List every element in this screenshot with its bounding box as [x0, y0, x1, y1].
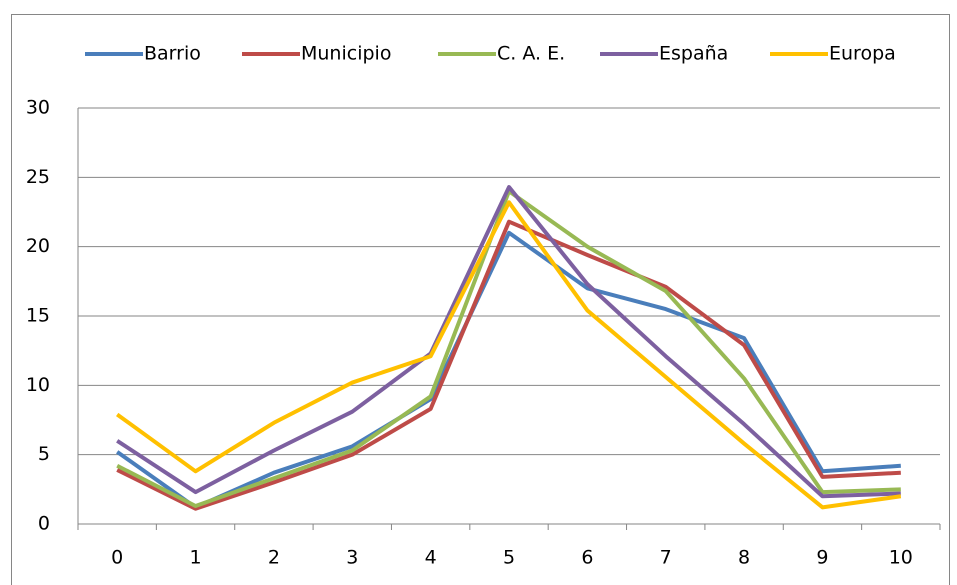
y-tick-label: 25 [26, 166, 50, 188]
x-tick-label: 8 [738, 547, 750, 569]
y-tick-label: 20 [26, 235, 50, 257]
x-tick-label: 4 [425, 547, 437, 569]
legend-label: Barrio [144, 43, 201, 65]
legend-label: España [659, 43, 728, 65]
chart-frame [11, 14, 950, 585]
y-tick-label: 15 [26, 305, 50, 327]
x-tick-label: 7 [660, 547, 672, 569]
legend-label: Municipio [301, 43, 391, 65]
x-tick-label: 2 [268, 547, 280, 569]
legend-label: Europa [829, 43, 896, 65]
legend-label: C. A. E. [497, 43, 565, 65]
x-tick-label: 5 [503, 547, 515, 569]
y-tick-label: 5 [38, 443, 50, 465]
x-tick-label: 1 [189, 547, 201, 569]
x-tick-label: 0 [111, 547, 123, 569]
series-line [116, 219, 901, 511]
x-tick-label: 3 [346, 547, 358, 569]
y-tick-label: 30 [26, 97, 50, 119]
series-line [116, 200, 902, 510]
y-tick-label: 10 [26, 374, 50, 396]
series-line [116, 185, 901, 499]
y-tick-label: 0 [38, 513, 50, 535]
x-tick-label: 9 [816, 547, 828, 569]
x-tick-label: 6 [581, 547, 593, 569]
x-tick-label: 10 [889, 547, 913, 569]
series-line [116, 230, 901, 510]
